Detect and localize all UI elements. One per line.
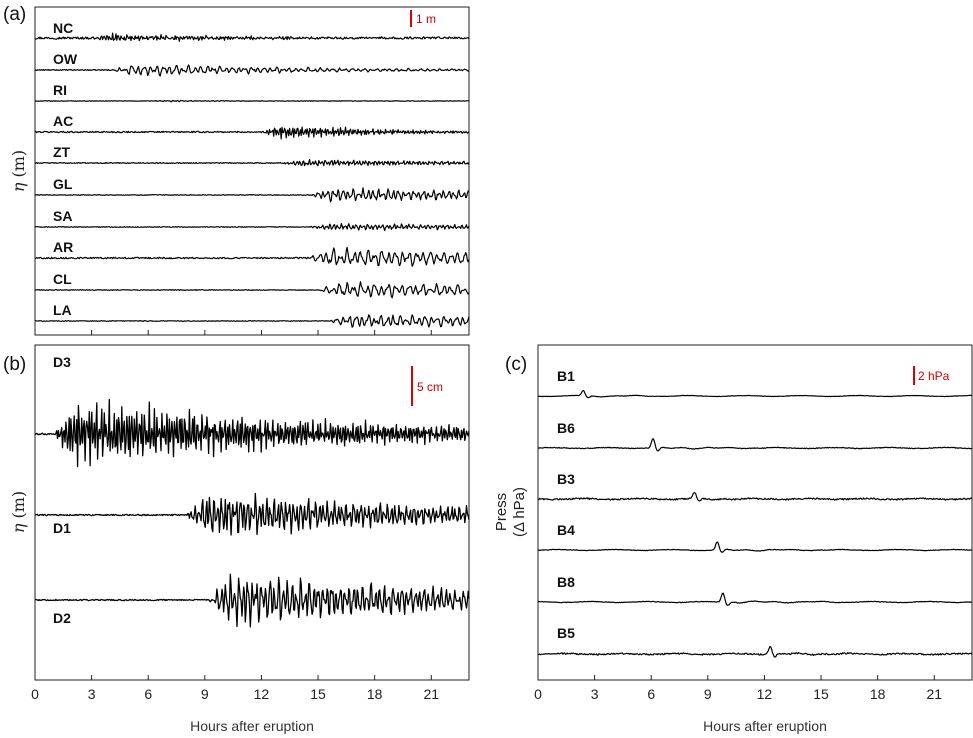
panel-a-frame	[34, 6, 470, 336]
station-label-zt: ZT	[53, 144, 71, 160]
x-tick-label: 18	[870, 686, 886, 702]
panel-c-x-ticks: 0 3 6 9 12 15 18 21	[534, 675, 942, 702]
panel-c-traces	[537, 389, 973, 658]
trace-sa	[34, 223, 470, 232]
trace-d1	[34, 492, 470, 536]
panel-a-scale-label: 1 m	[416, 12, 436, 26]
trace-d3	[34, 398, 470, 468]
station-label-sa: SA	[53, 208, 72, 224]
x-tick-label: 0	[534, 686, 542, 702]
station-label-b6: B6	[557, 420, 575, 436]
x-tick-label: 0	[31, 686, 39, 702]
panel-c-ylabel-line1: Press	[493, 493, 510, 531]
x-tick-label: 21	[926, 686, 942, 702]
station-label-gl: GL	[53, 176, 73, 192]
panel-c-label: (c)	[505, 354, 527, 375]
panel-c-station-labels: B1 B6 B3 B4 B8 B5	[557, 368, 575, 641]
panel-b-traces	[34, 398, 470, 628]
panel-c-ylabel-line2: (Δ hPa)	[511, 487, 528, 537]
panel-b-scale-label: 5 cm	[417, 380, 443, 394]
trace-ar	[34, 246, 470, 267]
x-tick-label: 9	[201, 686, 209, 702]
station-label-ac: AC	[53, 113, 73, 129]
station-label-d2: D2	[53, 610, 71, 626]
x-tick-label: 9	[704, 686, 712, 702]
trace-ri	[34, 99, 470, 103]
panel-b-xlabel: Hours after eruption	[190, 718, 314, 734]
x-tick-label: 18	[367, 686, 383, 702]
x-tick-label: 6	[144, 686, 152, 702]
trace-b1	[538, 389, 972, 399]
trace-zt	[34, 159, 470, 167]
panel-c-xlabel: Hours after eruption	[703, 718, 827, 734]
station-label-b4: B4	[557, 522, 575, 538]
station-label-b3: B3	[557, 471, 575, 487]
panel-c-scale-label: 2 hPa	[918, 369, 950, 383]
trace-b6	[538, 438, 973, 452]
panel-b-label: (b)	[3, 354, 26, 375]
station-label-la: LA	[53, 302, 72, 318]
x-tick-label: 21	[423, 686, 439, 702]
panel-c-frame	[537, 344, 973, 681]
panel-b: (b) 0 3 6 9 12 15 18 21 D3 D1 D2 5 cm η (m) Hours…	[3, 344, 470, 734]
trace-b8	[537, 592, 973, 606]
station-label-cl: CL	[53, 271, 72, 287]
trace-gl	[35, 187, 470, 203]
trace-nc	[34, 32, 470, 42]
station-label-ow: OW	[53, 51, 78, 67]
station-label-b5: B5	[557, 625, 575, 641]
trace-b4	[537, 541, 973, 553]
trace-b5	[537, 645, 973, 658]
station-label-b8: B8	[557, 574, 575, 590]
x-tick-label: 15	[813, 686, 829, 702]
station-label-d1: D1	[53, 520, 71, 536]
trace-la	[34, 314, 470, 328]
trace-cl	[34, 281, 470, 299]
trace-ac	[34, 126, 470, 140]
station-label-d3: D3	[53, 354, 71, 370]
panel-c: (c) 0 3 6 9 12 15 18 21 B1 B6 B3 B4 B8 B5 2 hPa Pres…	[493, 344, 973, 734]
panel-a-label: (a)	[3, 4, 26, 25]
x-tick-label: 15	[310, 686, 326, 702]
x-tick-label: 6	[647, 686, 655, 702]
trace-b3	[537, 492, 973, 502]
panel-a-x-ticks	[34, 330, 432, 335]
panel-a-station-labels: NC OW RI AC ZT GL SA AR CL LA	[53, 20, 78, 318]
trace-ow	[34, 64, 470, 77]
station-label-ar: AR	[53, 239, 73, 255]
panel-b-ylabel: η (m)	[9, 491, 28, 533]
panel-b-x-ticks: 0 3 6 9 12 15 18 21	[31, 675, 439, 702]
panel-b-station-labels: D3 D1 D2	[53, 354, 71, 626]
panel-a-ylabel: η (m)	[9, 150, 28, 192]
x-tick-label: 12	[254, 686, 270, 702]
station-label-b1: B1	[557, 368, 575, 384]
panel-a-traces	[34, 32, 470, 328]
x-tick-label: 3	[88, 686, 96, 702]
station-label-nc: NC	[53, 20, 73, 36]
trace-d2	[34, 573, 470, 628]
panel-a: (a) NC OW RI AC ZT GL SA AR CL LA 1 m η (m)	[3, 4, 470, 336]
x-tick-label: 3	[591, 686, 599, 702]
x-tick-label: 12	[757, 686, 773, 702]
station-label-ri: RI	[53, 82, 67, 98]
panel-b-frame	[34, 344, 470, 681]
